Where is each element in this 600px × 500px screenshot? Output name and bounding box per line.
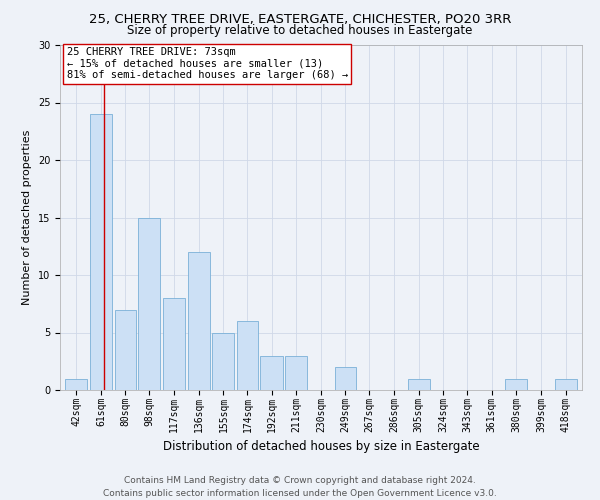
- Text: Size of property relative to detached houses in Eastergate: Size of property relative to detached ho…: [127, 24, 473, 37]
- Bar: [335, 367, 356, 390]
- Text: 25, CHERRY TREE DRIVE, EASTERGATE, CHICHESTER, PO20 3RR: 25, CHERRY TREE DRIVE, EASTERGATE, CHICH…: [89, 12, 511, 26]
- Text: 25 CHERRY TREE DRIVE: 73sqm
← 15% of detached houses are smaller (13)
81% of sem: 25 CHERRY TREE DRIVE: 73sqm ← 15% of det…: [67, 48, 348, 80]
- Bar: [163, 298, 185, 390]
- Bar: [138, 218, 160, 390]
- Bar: [554, 378, 577, 390]
- Bar: [260, 356, 283, 390]
- Bar: [115, 310, 136, 390]
- X-axis label: Distribution of detached houses by size in Eastergate: Distribution of detached houses by size …: [163, 440, 479, 453]
- Y-axis label: Number of detached properties: Number of detached properties: [22, 130, 32, 305]
- Bar: [505, 378, 527, 390]
- Bar: [212, 332, 235, 390]
- Text: Contains HM Land Registry data © Crown copyright and database right 2024.
Contai: Contains HM Land Registry data © Crown c…: [103, 476, 497, 498]
- Bar: [90, 114, 112, 390]
- Bar: [65, 378, 88, 390]
- Bar: [237, 321, 258, 390]
- Bar: [407, 378, 430, 390]
- Bar: [285, 356, 307, 390]
- Bar: [188, 252, 210, 390]
